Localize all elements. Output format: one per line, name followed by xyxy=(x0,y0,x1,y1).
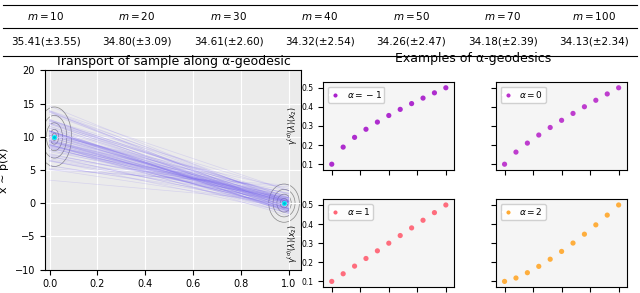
Y-axis label: $\gamma^{(\alpha)}(\lambda)(x_2)$: $\gamma^{(\alpha)}(\lambda)(x_2)$ xyxy=(285,224,300,263)
Point xyxy=(418,96,428,100)
Point xyxy=(545,125,556,130)
Text: 35.41(±3.55): 35.41(±3.55) xyxy=(11,37,81,47)
Point xyxy=(579,232,589,236)
Point xyxy=(602,92,612,96)
Point xyxy=(349,135,360,140)
Point xyxy=(568,111,578,116)
Point xyxy=(568,241,578,246)
Point xyxy=(499,162,509,166)
Legend: $\alpha = -1$: $\alpha = -1$ xyxy=(328,86,385,103)
Point xyxy=(429,91,440,95)
Point xyxy=(361,127,371,132)
Text: $m = 50$: $m = 50$ xyxy=(393,11,430,22)
Point xyxy=(579,104,589,109)
Point xyxy=(556,118,567,123)
Point xyxy=(511,276,521,280)
Point xyxy=(406,226,417,230)
Point xyxy=(441,86,451,90)
Point xyxy=(614,203,624,207)
Point xyxy=(418,218,428,223)
Point xyxy=(395,107,405,112)
Point xyxy=(534,133,544,137)
Text: 34.80(±3.09): 34.80(±3.09) xyxy=(102,37,172,47)
Text: $m = 70$: $m = 70$ xyxy=(484,11,522,22)
Point xyxy=(591,222,601,227)
Text: Examples of α-geodesics: Examples of α-geodesics xyxy=(396,52,552,65)
Point xyxy=(326,162,337,166)
Legend: $\alpha = 2$: $\alpha = 2$ xyxy=(500,204,546,220)
Point xyxy=(338,271,348,276)
Legend: $\alpha = 1$: $\alpha = 1$ xyxy=(328,204,373,220)
Text: $m = 30$: $m = 30$ xyxy=(210,11,247,22)
Text: 34.26(±2.47): 34.26(±2.47) xyxy=(376,37,446,47)
Point xyxy=(372,120,383,125)
Text: 34.61(±2.60): 34.61(±2.60) xyxy=(194,37,264,47)
Point xyxy=(349,264,360,268)
Point xyxy=(614,86,624,90)
Point xyxy=(338,145,348,149)
Text: 34.18(±2.39): 34.18(±2.39) xyxy=(468,37,538,47)
Point xyxy=(545,257,556,262)
Text: $m = 100$: $m = 100$ xyxy=(572,11,616,22)
Point xyxy=(534,264,544,269)
Title: Transport of sample along α-geodesic: Transport of sample along α-geodesic xyxy=(55,55,291,68)
Point xyxy=(406,101,417,106)
Point xyxy=(511,150,521,154)
Point xyxy=(441,203,451,207)
Text: $m = 10$: $m = 10$ xyxy=(27,11,65,22)
Point xyxy=(556,249,567,254)
Point xyxy=(591,98,601,103)
Point xyxy=(384,241,394,246)
Text: 34.32(±2.54): 34.32(±2.54) xyxy=(285,37,355,47)
Y-axis label: x ∼ p(x): x ∼ p(x) xyxy=(0,147,9,193)
Text: $m = 40$: $m = 40$ xyxy=(301,11,339,22)
Y-axis label: $\gamma^{(\alpha)}(\lambda)(x_2)$: $\gamma^{(\alpha)}(\lambda)(x_2)$ xyxy=(285,107,300,145)
Text: $m = 20$: $m = 20$ xyxy=(118,11,156,22)
Point xyxy=(602,213,612,217)
Point xyxy=(384,113,394,118)
Point xyxy=(361,256,371,261)
Point xyxy=(372,248,383,253)
Point xyxy=(522,141,532,145)
Point xyxy=(326,279,337,284)
Point xyxy=(395,233,405,238)
Legend: $\alpha = 0$: $\alpha = 0$ xyxy=(500,86,547,103)
Point xyxy=(499,279,509,284)
Point xyxy=(429,210,440,215)
Text: 34.13(±2.34): 34.13(±2.34) xyxy=(559,37,629,47)
Point xyxy=(522,270,532,275)
